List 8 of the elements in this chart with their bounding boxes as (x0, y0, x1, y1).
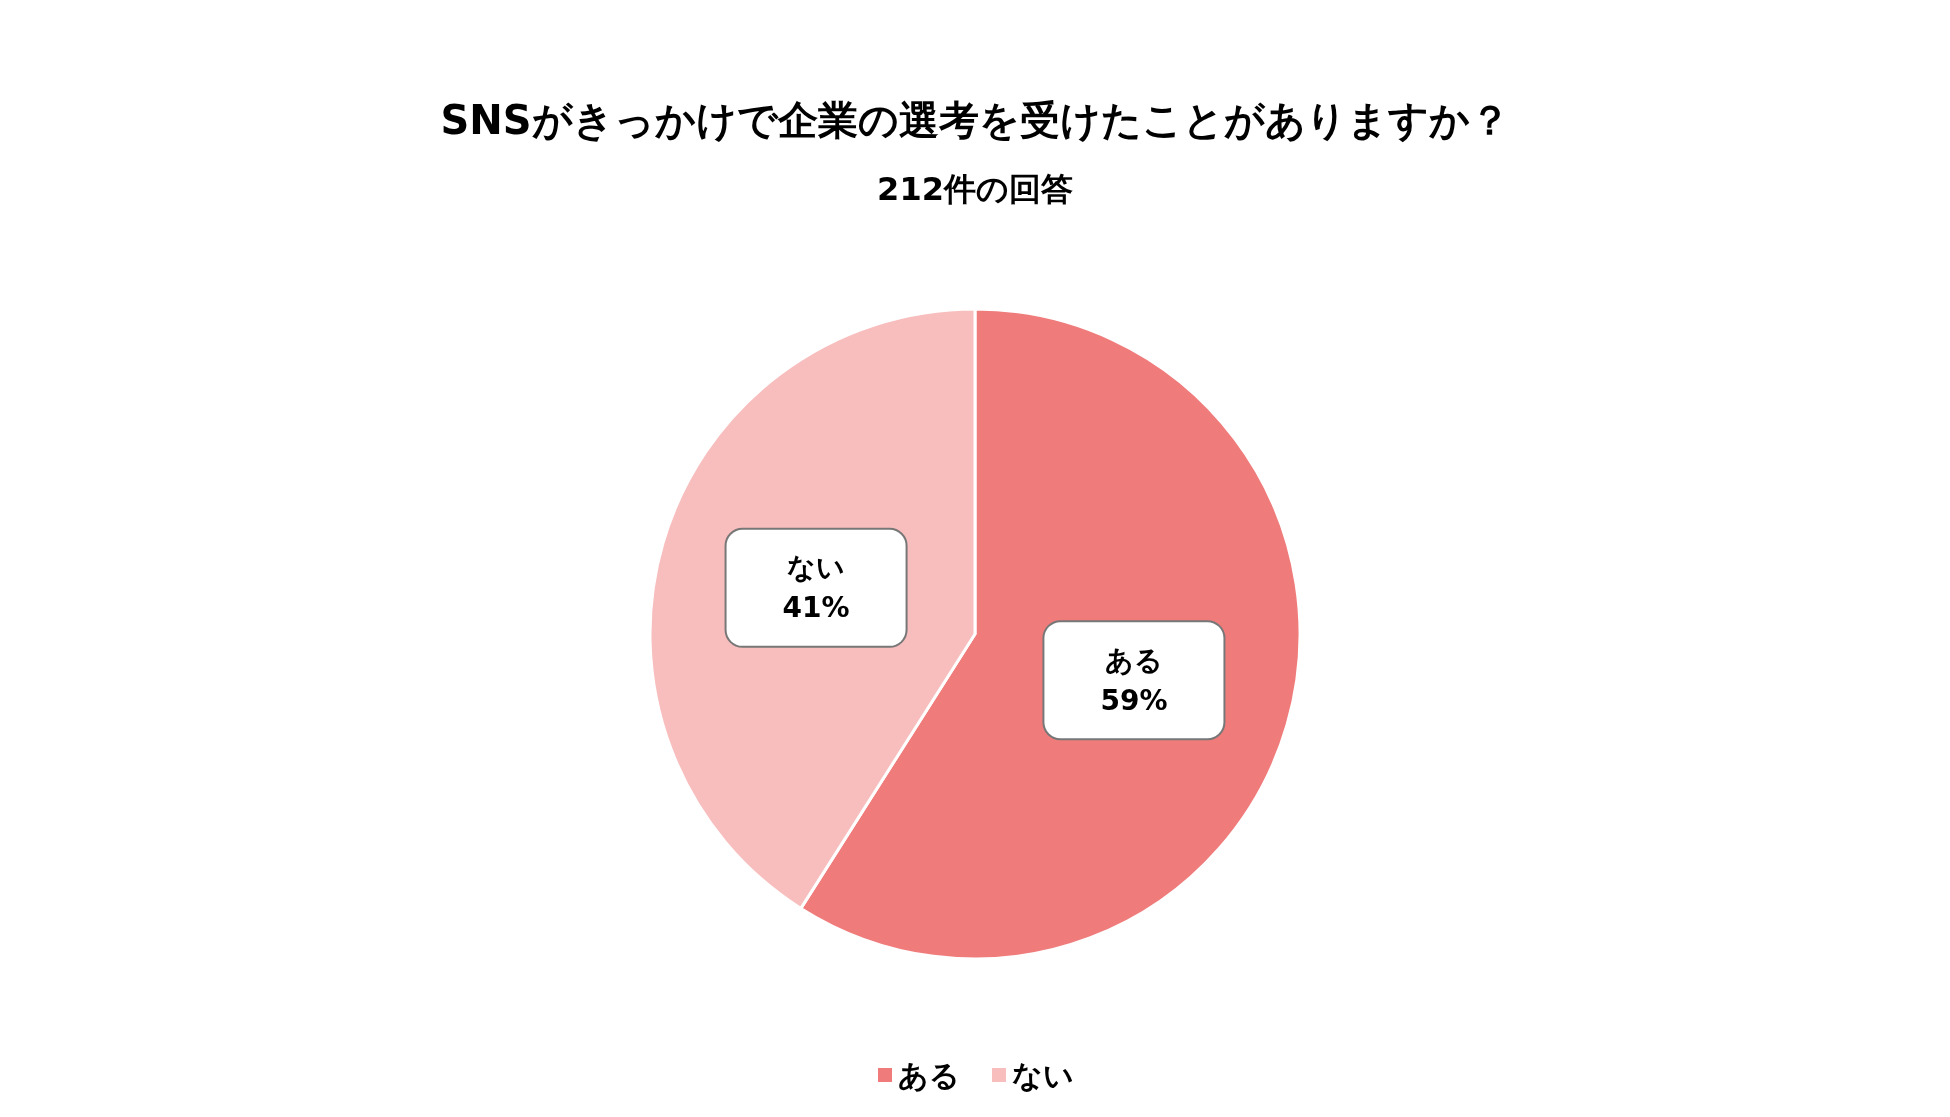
data-label: 59% (1100, 683, 1168, 717)
chart-subtitle: 212件の回答 (877, 170, 1073, 208)
legend-label: ある (898, 1057, 960, 1093)
slice-label: ない (787, 551, 846, 585)
chart-title: SNSがきっかけで企業の選考を受けたことがありますか？ (440, 97, 1510, 143)
legend-label: ない (1012, 1057, 1074, 1093)
slice-label: ある (1104, 643, 1163, 677)
data-label: 41% (782, 591, 850, 625)
